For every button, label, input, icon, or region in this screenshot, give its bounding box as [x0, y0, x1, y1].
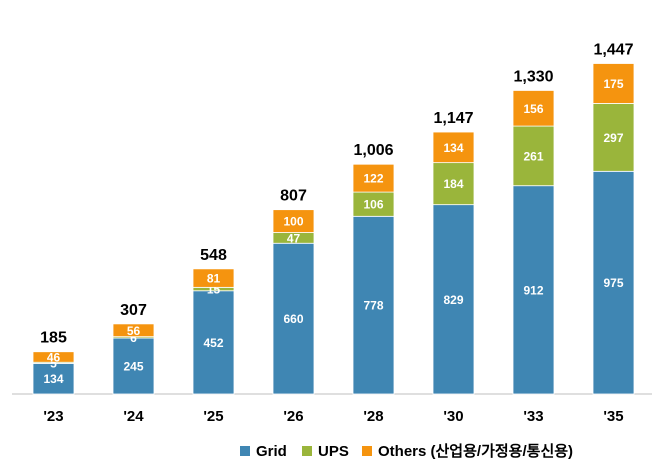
legend-swatch-ups: [302, 446, 312, 456]
total-label-1: 307: [120, 302, 147, 319]
x-tick-label-2: '25: [203, 408, 223, 425]
data-label-ups-5: 184: [443, 177, 463, 191]
data-label-grid-4: 778: [363, 299, 383, 313]
data-label-grid-6: 912: [523, 283, 543, 297]
bars-group: 134546185'23245656307'244521581548'25660…: [32, 42, 635, 425]
data-label-others-1: 56: [127, 324, 141, 338]
x-tick-label-1: '24: [123, 408, 144, 425]
data-label-grid-3: 660: [283, 312, 303, 326]
legend-label-ups: UPS: [318, 443, 349, 460]
total-label-4: 1,006: [353, 142, 393, 159]
legend-label-others: Others (산업용/가정용/통신용): [378, 442, 573, 460]
bar-others-4: [352, 163, 395, 193]
bar-others-2: [192, 268, 235, 288]
data-label-ups-7: 297: [603, 131, 623, 145]
x-tick-label-7: '35: [603, 408, 623, 425]
data-label-ups-1: 6: [130, 331, 137, 345]
data-label-ups-3: 47: [287, 231, 301, 245]
bar-ups-7: [592, 103, 635, 172]
bar-others-1: [112, 323, 155, 338]
data-label-others-7: 175: [603, 77, 623, 91]
legend-swatch-grid: [240, 446, 250, 456]
bar-grid-0: [32, 362, 75, 395]
total-label-0: 185: [40, 330, 67, 347]
bar-others-7: [592, 63, 635, 104]
bar-grid-6: [512, 185, 555, 395]
legend-label-grid: Grid: [256, 443, 287, 460]
data-label-others-4: 122: [363, 172, 383, 186]
bar-others-3: [272, 209, 315, 233]
x-tick-label-5: '30: [443, 408, 463, 425]
bar-grid-3: [272, 242, 315, 395]
data-label-ups-6: 261: [523, 149, 543, 163]
data-label-ups-4: 106: [363, 198, 383, 212]
bar-grid-7: [592, 170, 635, 395]
bar-ups-5: [432, 162, 475, 206]
bar-grid-2: [192, 290, 235, 395]
bar-others-5: [432, 131, 475, 164]
data-label-others-3: 100: [283, 215, 303, 229]
bar-others-6: [512, 90, 555, 127]
x-tick-label-3: '26: [283, 408, 303, 425]
total-label-6: 1,330: [513, 68, 553, 85]
x-tick-label-0: '23: [43, 408, 63, 425]
total-label-3: 807: [280, 188, 307, 205]
data-label-grid-5: 829: [443, 293, 463, 307]
bar-ups-4: [352, 191, 395, 217]
x-tick-label-4: '28: [363, 408, 383, 425]
data-label-ups-0: 5: [50, 356, 57, 370]
legend: Grid UPS Others (산업용/가정용/통신용): [240, 442, 573, 460]
total-label-2: 548: [200, 247, 227, 264]
data-label-others-6: 156: [523, 102, 543, 116]
data-label-grid-0: 134: [43, 372, 63, 386]
data-label-others-2: 81: [207, 272, 221, 286]
bar-grid-1: [112, 337, 155, 395]
bar-grid-5: [432, 204, 475, 395]
data-label-grid-1: 245: [123, 360, 143, 374]
legend-swatch-others: [362, 446, 372, 456]
data-label-grid-7: 975: [603, 276, 623, 290]
total-label-7: 1,447: [593, 42, 633, 59]
bar-others-0: [32, 351, 75, 363]
data-label-others-5: 134: [443, 141, 463, 155]
x-tick-label-6: '33: [523, 408, 543, 425]
data-label-grid-2: 452: [203, 336, 223, 350]
total-label-5: 1,147: [433, 110, 473, 127]
data-label-others-0: 46: [47, 350, 61, 364]
bar-ups-6: [512, 125, 555, 187]
bar-grid-4: [352, 215, 395, 395]
